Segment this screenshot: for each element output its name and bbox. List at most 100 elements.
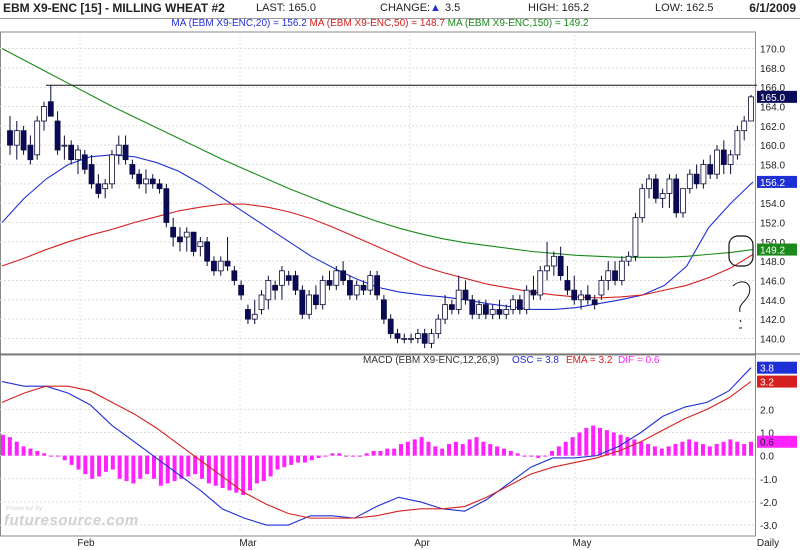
candle-down	[156, 183, 163, 190]
macd-tick-label: 0.0	[760, 452, 774, 463]
candle-down	[571, 289, 578, 301]
candle-up	[143, 178, 149, 185]
dif-bar	[639, 441, 644, 456]
dif-bar	[83, 455, 88, 475]
candle-up	[34, 120, 41, 156]
ema-value-tag: 3.2	[760, 378, 774, 389]
dif-bar	[556, 446, 561, 456]
dif-bar	[296, 455, 301, 463]
candle-up	[279, 270, 285, 286]
dif-bar	[495, 446, 500, 456]
watermark-brand: futuresource.com	[4, 512, 139, 529]
dif-bar	[673, 444, 678, 456]
dif-bar	[591, 425, 596, 456]
candle-up	[646, 178, 652, 190]
dif-bar	[49, 455, 54, 457]
futuresource-watermark: Powered by futuresource.com	[4, 506, 139, 529]
last-price: LAST: 165.0	[256, 2, 316, 14]
dif-bar	[501, 448, 506, 456]
ma-line-50	[1, 203, 754, 299]
macd-tick-label: 1.0	[760, 428, 774, 439]
candle-up	[353, 284, 360, 296]
x-tick-label: Feb	[77, 538, 95, 549]
candle-up	[183, 231, 190, 238]
dif-bar	[694, 441, 699, 456]
dif-bar	[426, 441, 431, 456]
dif-bar	[282, 455, 287, 468]
candle-up	[414, 333, 421, 339]
x-tick-label: Daily	[757, 538, 779, 549]
dif-bar	[474, 437, 479, 456]
dif-bar	[62, 455, 67, 461]
dif-bar	[481, 441, 486, 456]
candle-down	[136, 173, 143, 185]
candle-down	[163, 188, 170, 223]
dif-bar	[378, 451, 383, 456]
dif-bar	[652, 446, 657, 456]
macd-tick-label: -3.0	[760, 521, 778, 532]
candle-down	[170, 226, 177, 238]
circle-annotation	[728, 235, 754, 267]
candle-down	[394, 333, 401, 339]
dif-bar	[165, 455, 170, 484]
candle-down	[7, 130, 13, 146]
candle-down	[285, 275, 292, 281]
candle-down	[360, 284, 367, 291]
dif-bar	[151, 455, 156, 479]
ema-line	[1, 381, 752, 519]
dif-bar	[337, 453, 342, 456]
candle-up	[727, 154, 734, 165]
dif-bar	[69, 455, 74, 465]
candle-down	[462, 289, 469, 301]
dif-bar	[433, 446, 438, 456]
dif-bar	[7, 437, 12, 456]
dif-bar	[110, 455, 115, 470]
price-tick-label: 140.0	[760, 334, 785, 345]
change-label: CHANGE:	[380, 2, 431, 14]
candle-down	[68, 144, 75, 161]
candle-up	[258, 294, 265, 310]
dif-bar	[261, 455, 266, 482]
dif-bar	[659, 448, 664, 456]
dif-bar	[543, 455, 548, 457]
dif-bar	[103, 455, 108, 472]
ma20-price-tag-box	[757, 175, 797, 188]
dif-bar	[14, 441, 19, 456]
candle-down	[340, 270, 347, 281]
candle-down	[612, 270, 618, 281]
candle-down	[238, 284, 245, 296]
candle-up	[748, 96, 754, 122]
dif-bar	[735, 441, 740, 456]
candle-up	[61, 144, 68, 147]
candle-up	[605, 270, 612, 281]
candle-down	[530, 289, 537, 296]
dif-bar	[460, 444, 465, 456]
candle-down	[421, 333, 428, 344]
dif-bar	[186, 455, 191, 477]
dif-bar	[193, 455, 198, 475]
watermark-small: Powered by	[6, 506, 43, 512]
ma20-price-tag: 156.2	[760, 178, 785, 189]
chart-date: 6/1/2009	[749, 1, 796, 15]
dif-bar	[179, 455, 184, 479]
dif-bar	[419, 437, 424, 456]
candle-up	[476, 304, 482, 315]
dif-bar	[76, 455, 81, 470]
candle-down	[224, 260, 231, 267]
dif-bar	[371, 451, 376, 456]
last-price-tag-box	[757, 90, 797, 103]
dif-bar	[611, 432, 616, 456]
dif-bar	[97, 455, 102, 477]
candle-up	[625, 255, 632, 262]
price-tick-label: 164.0	[760, 103, 785, 114]
ma-legend: MA (EBM X9-ENC,20) = 156.2 MA (EBM X9-EN…	[0, 18, 760, 32]
dif-bar	[515, 453, 520, 456]
price-tick-label: 152.0	[760, 218, 785, 229]
candle-down	[313, 294, 319, 306]
candle-up	[306, 294, 313, 315]
candle-up	[442, 304, 448, 320]
candle-up	[686, 173, 693, 190]
candle-up	[714, 149, 720, 175]
macd-tick-label: -2.0	[760, 498, 778, 509]
